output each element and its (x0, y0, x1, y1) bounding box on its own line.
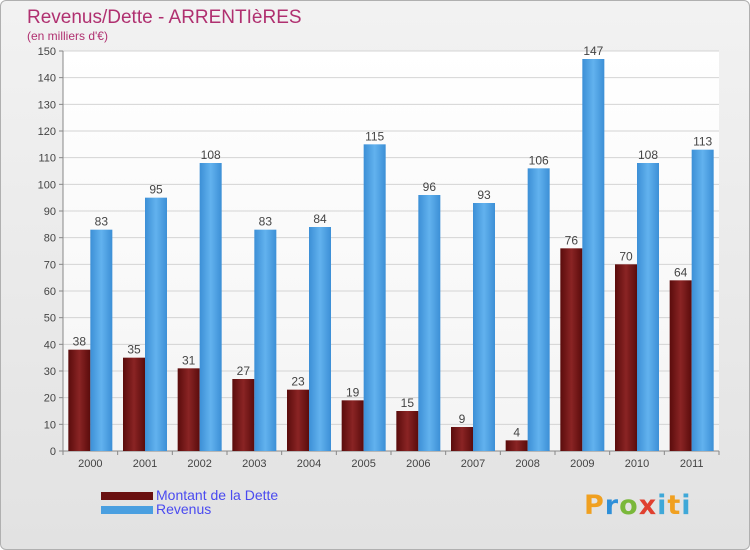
data-label-dette: 23 (291, 375, 305, 389)
bar-dette (451, 427, 473, 451)
data-label-dette: 76 (565, 233, 579, 247)
bar-revenus (527, 168, 550, 452)
x-tick-label: 2008 (515, 458, 539, 470)
data-label-revenus: 115 (365, 129, 384, 143)
x-tick-label: 2004 (297, 458, 321, 470)
bar-dette (615, 264, 637, 451)
legend-label-dette: Montant de la Dette (156, 487, 279, 503)
y-tick-label: 130 (38, 99, 56, 111)
data-label-dette: 70 (619, 249, 633, 263)
bar-dette (287, 389, 309, 451)
bar-dette (341, 400, 364, 451)
y-tick-label: 110 (38, 153, 56, 165)
data-label-dette: 31 (182, 353, 196, 367)
legend-label-revenus: Revenus (156, 501, 212, 517)
bar-revenus (582, 59, 605, 451)
bar-revenus (199, 163, 222, 451)
bar-dette (232, 379, 255, 451)
x-tick-label: 2002 (187, 458, 211, 470)
y-tick-label: 90 (44, 206, 56, 218)
y-tick-label: 50 (44, 313, 56, 325)
bar-revenus (473, 203, 495, 451)
x-tick-label: 2011 (680, 458, 704, 470)
x-tick-label: 2005 (351, 458, 375, 470)
data-label-revenus: 83 (95, 215, 109, 229)
data-label-revenus: 108 (201, 148, 221, 162)
y-tick-label: 120 (38, 126, 56, 138)
bar-revenus (254, 229, 277, 451)
data-label-revenus: 93 (477, 188, 491, 202)
data-label-dette: 38 (73, 335, 87, 349)
bar-revenus (363, 144, 386, 452)
y-tick-label: 70 (44, 259, 56, 271)
data-label-dette: 27 (237, 364, 251, 378)
x-tick-label: 2001 (133, 458, 157, 470)
bar-dette (177, 368, 200, 451)
bar-revenus (637, 163, 659, 451)
data-label-dette: 64 (674, 265, 688, 279)
y-tick-label: 20 (44, 393, 56, 405)
y-tick-label: 140 (38, 73, 56, 85)
x-tick-label: 2007 (461, 458, 485, 470)
data-label-revenus: 106 (529, 153, 549, 167)
bar-dette (560, 248, 583, 451)
data-label-revenus: 96 (423, 180, 437, 194)
data-label-revenus: 113 (693, 135, 712, 149)
y-tick-label: 150 (38, 46, 56, 58)
y-tick-label: 80 (44, 233, 56, 245)
data-label-revenus: 147 (583, 44, 603, 58)
x-tick-label: 2009 (570, 458, 594, 470)
y-tick-label: 100 (38, 179, 56, 191)
data-label-dette: 9 (459, 412, 466, 426)
data-label-dette: 4 (513, 425, 520, 439)
proxiti-logo: Proxiti (584, 490, 692, 521)
bar-revenus (418, 195, 441, 451)
bar-dette (505, 440, 528, 451)
x-tick-label: 2003 (242, 458, 266, 470)
data-label-revenus: 95 (149, 183, 163, 197)
plot-area (63, 51, 719, 451)
data-label-revenus: 108 (638, 148, 658, 162)
x-tick-label: 2010 (625, 458, 649, 470)
bar-dette (669, 280, 692, 451)
legend-swatch-revenus (101, 506, 153, 514)
chart-subtitle: (en milliers d'€) (27, 29, 108, 43)
bar-dette (396, 411, 419, 451)
x-tick-label: 2000 (78, 458, 102, 470)
data-label-dette: 19 (346, 385, 360, 399)
chart-title: Revenus/Dette - ARRENTIèRES (27, 7, 302, 28)
legend-swatch-dette (101, 492, 153, 500)
x-tick-label: 2006 (406, 458, 430, 470)
y-tick-label: 10 (44, 419, 56, 431)
y-tick-label: 60 (44, 286, 56, 298)
y-tick-label: 40 (44, 339, 56, 351)
data-label-dette: 35 (127, 343, 141, 357)
bar-revenus (691, 149, 714, 451)
data-label-revenus: 84 (313, 212, 327, 226)
y-tick-label: 0 (50, 446, 56, 458)
bar-dette (68, 349, 91, 451)
y-tick-label: 30 (44, 366, 56, 378)
bar-revenus (309, 227, 331, 451)
bar-revenus (90, 229, 113, 451)
bar-dette (123, 357, 145, 451)
data-label-revenus: 83 (259, 215, 273, 229)
data-label-dette: 15 (401, 396, 415, 410)
bar-revenus (145, 197, 167, 451)
